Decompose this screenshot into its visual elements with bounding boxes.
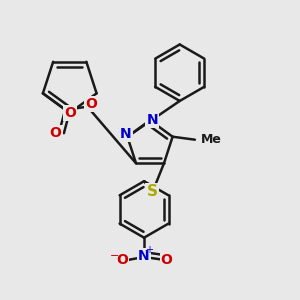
Text: S: S xyxy=(147,184,158,199)
Text: −: − xyxy=(110,251,120,261)
Text: O: O xyxy=(116,253,128,267)
Text: N: N xyxy=(138,248,150,262)
Text: O: O xyxy=(64,106,76,120)
Text: N: N xyxy=(147,113,158,127)
Text: O: O xyxy=(160,253,172,267)
Text: +: + xyxy=(146,245,153,256)
Text: Me: Me xyxy=(201,133,222,146)
Text: N: N xyxy=(120,127,132,141)
Text: O: O xyxy=(85,97,97,111)
Text: O: O xyxy=(50,127,62,140)
